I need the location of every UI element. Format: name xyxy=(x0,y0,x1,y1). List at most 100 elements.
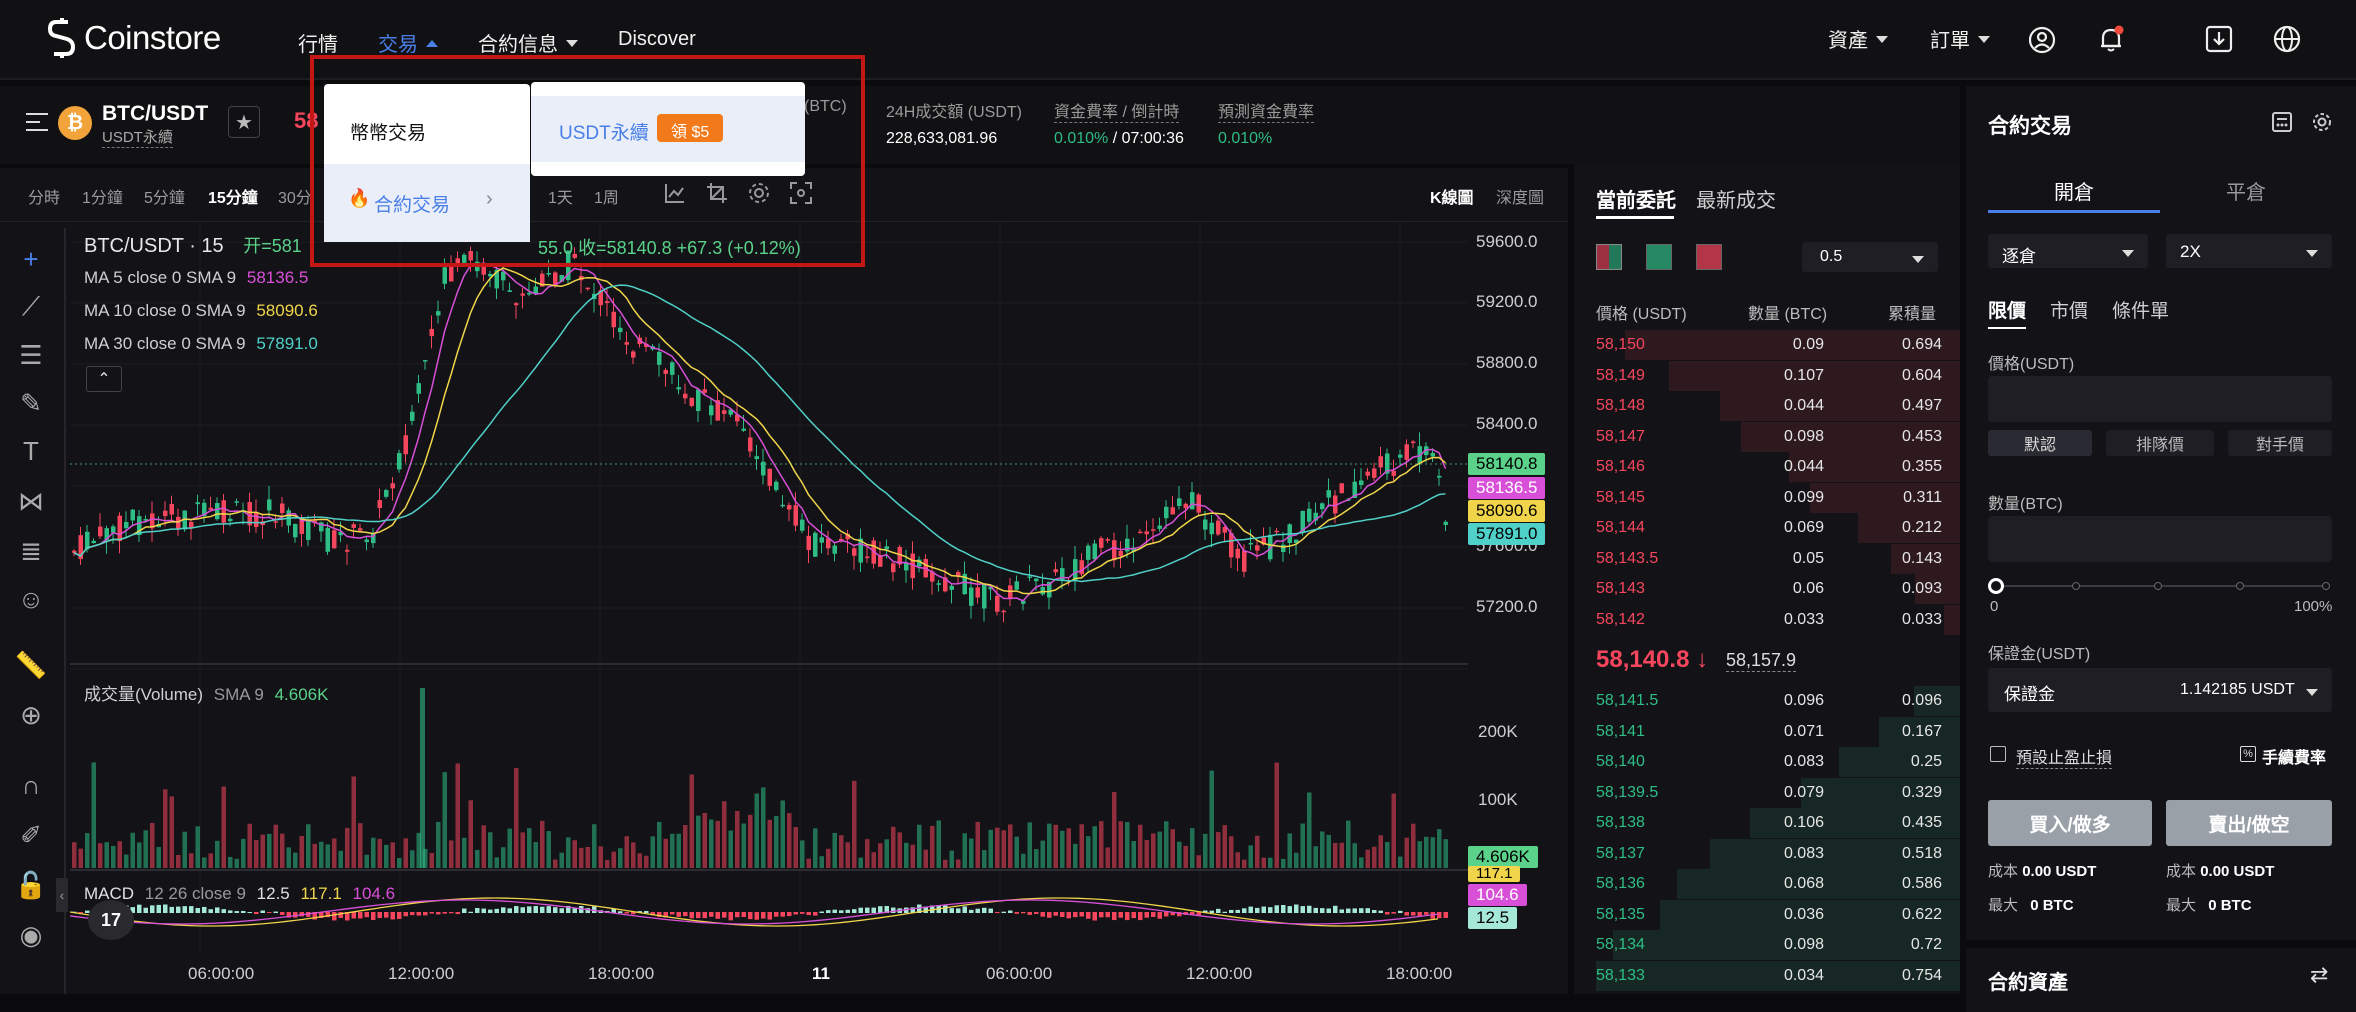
bid-row[interactable]: 58,133 0.034 0.754 xyxy=(1574,960,1960,991)
margin-mode-select[interactable]: 逐倉 xyxy=(1988,234,2148,268)
price-input[interactable] xyxy=(1988,376,2332,422)
bid-row[interactable]: 58,139.5 0.079 0.329 xyxy=(1574,777,1960,808)
download-icon[interactable] xyxy=(2204,24,2234,54)
ask-row[interactable]: 58,150 0.09 0.694 xyxy=(1574,330,1960,360)
buy-long-button[interactable]: 買入/做多 xyxy=(1988,800,2152,846)
layout-bids-icon[interactable] xyxy=(1646,244,1672,270)
calculator-icon[interactable] xyxy=(2272,112,2292,132)
nav-trade[interactable]: 交易 xyxy=(378,28,438,57)
logo[interactable]: Coinstore xyxy=(48,18,221,58)
view-depth[interactable]: 深度圖 xyxy=(1496,190,1545,207)
zoom-in-icon[interactable]: ⊕ xyxy=(20,699,42,730)
price-tag-ma5: 58136.5 xyxy=(1468,477,1546,499)
ask-row[interactable]: 58,145 0.099 0.311 xyxy=(1574,482,1960,513)
tf-1w[interactable]: 1周 xyxy=(594,190,619,207)
ask-row[interactable]: 58,142 0.033 0.033 xyxy=(1574,604,1960,635)
nav-contract-info[interactable]: 合約信息 xyxy=(478,28,578,57)
ticker-symbol[interactable]: BTC/USDT xyxy=(102,102,209,125)
tradingview-logo-icon[interactable]: 17 xyxy=(88,900,134,940)
settings-icon[interactable] xyxy=(748,182,770,204)
crop-icon[interactable] xyxy=(706,182,728,204)
eye-icon[interactable]: ◉ xyxy=(19,919,43,950)
qty-slider-thumb[interactable] xyxy=(1988,578,2004,594)
tab-open-orders[interactable]: 當前委託 xyxy=(1596,190,1676,212)
bid-row[interactable]: 58,140 0.083 0.25 xyxy=(1574,747,1960,777)
tpsl-checkbox[interactable] xyxy=(1990,746,2006,762)
price-queue-button[interactable]: 排隊價 xyxy=(2106,430,2214,456)
fib-icon[interactable]: ≣ xyxy=(20,535,42,566)
view-kline[interactable]: K線圖 xyxy=(1430,190,1474,207)
lock-icon[interactable]: 🔓 xyxy=(14,869,48,900)
ask-row[interactable]: 58,144 0.069 0.212 xyxy=(1574,513,1960,543)
transfer-icon[interactable]: ⇄ xyxy=(2310,962,2329,987)
star-icon[interactable]: ★ xyxy=(228,106,260,138)
price-default-button[interactable]: 默認 xyxy=(1988,430,2092,456)
candlestick-chart[interactable] xyxy=(70,222,1468,982)
bid-row[interactable]: 58,138 0.106 0.435 xyxy=(1574,808,1960,838)
pencil-lock-icon[interactable]: ✐ xyxy=(20,819,42,850)
bid-row[interactable]: 58,141 0.071 0.167 xyxy=(1574,716,1960,747)
layout-both-icon[interactable] xyxy=(1596,244,1622,270)
collapse-legend-icon[interactable]: ⌃ xyxy=(86,366,122,392)
tab-open-position[interactable]: 開倉 xyxy=(2054,182,2094,204)
trendline-icon[interactable]: ⟋ xyxy=(21,291,41,321)
menu-item-futures[interactable]: 🔥 合約交易 › xyxy=(324,164,530,242)
bid-row[interactable]: 58,136 0.068 0.586 xyxy=(1574,869,1960,899)
ask-row[interactable]: 58,148 0.044 0.497 xyxy=(1574,391,1960,421)
tf-1m[interactable]: 1分鐘 xyxy=(82,190,123,207)
precision-select[interactable]: 0.5 xyxy=(1802,242,1938,272)
horizontal-lines-icon[interactable]: ☰ xyxy=(19,339,43,370)
tf-1d[interactable]: 1天 xyxy=(548,190,573,207)
bid-row[interactable]: 58,137 0.083 0.518 xyxy=(1574,838,1960,869)
bell-icon[interactable] xyxy=(2096,24,2126,54)
order-type-market[interactable]: 市價 xyxy=(2050,301,2089,322)
ticker-partial-label: (BTC) xyxy=(804,98,847,115)
ask-row[interactable]: 58,147 0.098 0.453 xyxy=(1574,421,1960,452)
tf-15m[interactable]: 15分鐘 xyxy=(208,190,258,207)
nav-discover[interactable]: Discover xyxy=(618,28,696,51)
ask-row[interactable]: 58,149 0.107 0.604 xyxy=(1574,360,1960,391)
ruler-icon[interactable]: 📏 xyxy=(14,649,48,680)
magnet-icon[interactable]: ∩ xyxy=(21,769,41,800)
tab-latest-trades[interactable]: 最新成交 xyxy=(1696,190,1776,212)
nav-orders[interactable]: 訂單 xyxy=(1930,24,1990,53)
globe-icon[interactable] xyxy=(2272,24,2302,54)
price-counter-button[interactable]: 對手價 xyxy=(2228,430,2332,456)
crosshair-icon[interactable]: + xyxy=(23,243,39,274)
tf-30m[interactable]: 30分 xyxy=(278,190,312,207)
menu-icon[interactable] xyxy=(26,112,48,132)
qty-slider-track[interactable] xyxy=(1994,585,2330,587)
ask-row[interactable]: 58,146 0.044 0.355 xyxy=(1574,452,1960,482)
order-type-limit[interactable]: 限價 xyxy=(1988,296,2027,329)
order-type-conditional[interactable]: 條件單 xyxy=(2112,301,2170,322)
margin-select[interactable]: 保證金 1.142185 USDT xyxy=(1988,668,2332,712)
tf-5m[interactable]: 5分鐘 xyxy=(144,190,185,207)
bid-row[interactable]: 58,135 0.036 0.622 xyxy=(1574,899,1960,930)
tab-close-position[interactable]: 平倉 xyxy=(2226,182,2266,204)
indicator-icon[interactable] xyxy=(664,182,686,204)
fullscreen-icon[interactable] xyxy=(790,182,812,204)
nav-assets[interactable]: 資產 xyxy=(1828,24,1888,53)
ask-row[interactable]: 58,143.5 0.05 0.143 xyxy=(1574,543,1960,574)
ask-row[interactable]: 58,143 0.06 0.093 xyxy=(1574,574,1960,604)
user-icon[interactable] xyxy=(2028,26,2056,54)
pattern-icon[interactable]: ⋈ xyxy=(18,485,44,516)
layout-asks-icon[interactable] xyxy=(1696,244,1722,270)
fee-rate-icon[interactable]: % xyxy=(2240,746,2256,762)
collapse-toolbar-button[interactable]: ‹ xyxy=(56,878,68,912)
emoji-icon[interactable]: ☺ xyxy=(17,583,45,614)
leverage-select[interactable]: 2X xyxy=(2166,234,2332,268)
submenu-item-usdt-perp[interactable]: USDT永續 領 $5 xyxy=(531,96,805,162)
sell-short-button[interactable]: 賣出/做空 xyxy=(2166,800,2332,846)
settings-icon[interactable] xyxy=(2312,112,2332,132)
text-tool-icon[interactable]: T xyxy=(23,435,39,466)
fee-rate-label[interactable]: 手續費率 xyxy=(2262,750,2327,767)
tf-realtime[interactable]: 分時 xyxy=(28,190,61,207)
bid-row[interactable]: 58,141.5 0.096 0.096 xyxy=(1574,686,1960,716)
menu-item-spot[interactable]: 幣幣交易 xyxy=(324,84,530,164)
bid-row[interactable]: 58,134 0.098 0.72 xyxy=(1574,930,1960,960)
qty-input[interactable] xyxy=(1988,516,2332,562)
tpsl-label[interactable]: 預設止盈止損 xyxy=(2016,744,2113,769)
brush-icon[interactable]: ✎ xyxy=(20,387,42,418)
nav-market[interactable]: 行情 xyxy=(298,28,338,57)
